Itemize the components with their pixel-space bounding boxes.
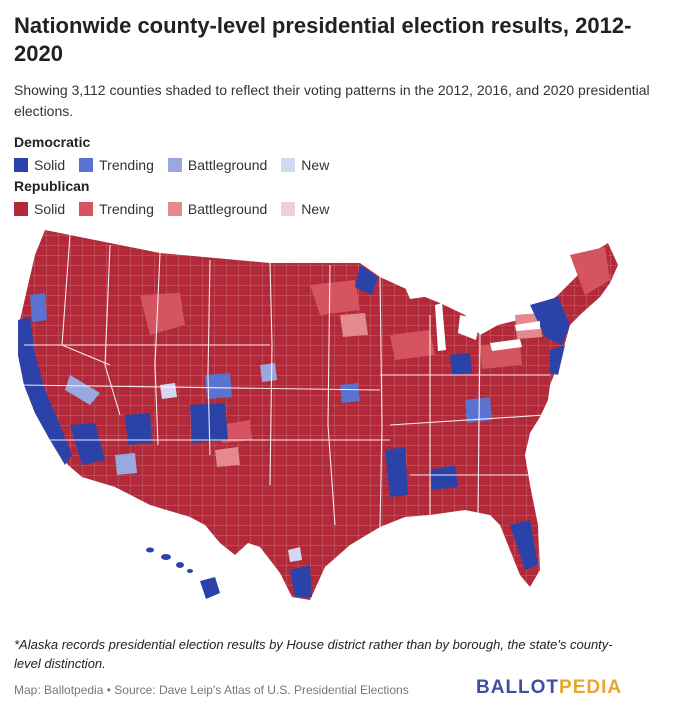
legend-label: Trending: [99, 157, 154, 173]
democratic-battleground-areas: [65, 363, 277, 475]
legend-label: Solid: [34, 157, 66, 173]
legend-label: New: [301, 201, 330, 217]
legend-label: New: [301, 157, 330, 173]
legend-dem-battleground: Battleground: [167, 157, 268, 173]
great-lakes: [405, 283, 540, 351]
legend-swatch: [14, 202, 28, 216]
footnote: *Alaska records presidential election re…: [14, 637, 613, 671]
democratic-solid-areas: [18, 265, 570, 597]
page-title: Nationwide county-level presidential ele…: [14, 13, 632, 66]
legend-label: Trending: [99, 201, 154, 217]
legend-label: Solid: [34, 201, 66, 217]
legend-dem-trending: Trending: [79, 157, 154, 173]
republican-trending-areas: [140, 247, 610, 443]
ballotpedia-logo: BALLOTPEDIA: [476, 677, 622, 699]
legend-label: Battleground: [187, 201, 268, 217]
logo-part1: BALLOT: [476, 677, 560, 698]
legend-dem-solid: Solid: [14, 157, 65, 173]
hawaii: [146, 547, 220, 599]
legend-democratic-label: Democratic: [14, 134, 91, 150]
legend-rep-trending: Trending: [79, 201, 154, 217]
page-subtitle: Showing 3,112 counties shaded to reflect…: [14, 82, 650, 119]
legend-democratic-row: Solid Trending Battleground New: [14, 157, 343, 173]
legend-swatch: [281, 158, 296, 172]
legend-rep-new: New: [281, 201, 329, 217]
legend-swatch: [167, 202, 182, 216]
logo-part2: PEDIA: [559, 677, 623, 698]
legend-dem-new: New: [281, 157, 329, 173]
source-credit: Map: Ballotpedia • Source: Dave Leip's A…: [14, 683, 409, 697]
state-boundaries: [19, 234, 550, 528]
county-map: [10, 225, 625, 615]
legend-swatch: [14, 158, 28, 172]
democratic-trending-areas: [30, 293, 492, 423]
legend-rep-solid: Solid: [14, 201, 65, 217]
legend-swatch: [281, 202, 296, 216]
legend-swatch: [79, 202, 94, 216]
legend-rep-battleground: Battleground: [167, 201, 268, 217]
legend-label: Battleground: [187, 157, 268, 173]
legend-republican-row: Solid Trending Battleground New: [14, 201, 343, 217]
legend-republican-label: Republican: [14, 178, 90, 194]
legend-swatch: [167, 158, 182, 172]
us-county-map-icon: [18, 230, 618, 600]
legend-swatch: [79, 158, 94, 172]
